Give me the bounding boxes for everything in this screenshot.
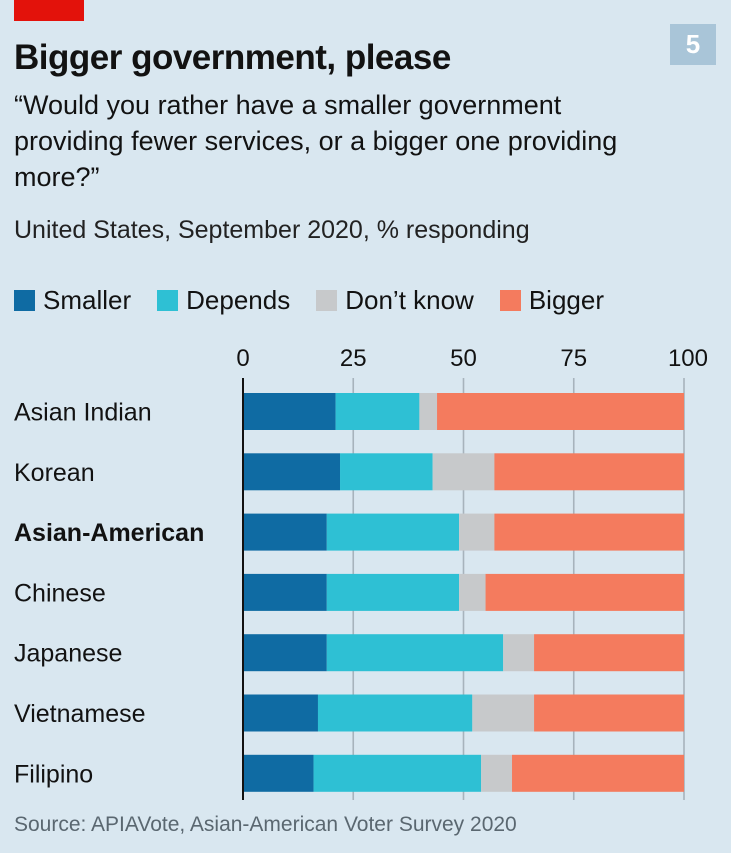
bar-segment-bigger: [485, 573, 684, 611]
legend: Smaller Depends Don’t know Bigger: [14, 285, 604, 316]
category-label: Filipino: [14, 760, 93, 788]
legend-item-bigger: Bigger: [499, 285, 604, 316]
category-label: Asian Indian: [14, 399, 152, 427]
legend-label-bigger: Bigger: [528, 285, 604, 315]
category-label: Japanese: [14, 640, 122, 668]
legend-item-smaller: Smaller: [14, 285, 131, 316]
bar-segment-don-t-know: [481, 754, 513, 792]
legend-label-dont-know: Don’t know: [345, 285, 474, 315]
x-tick-label: 50: [450, 345, 477, 372]
bar-row: [243, 754, 684, 792]
bar-row: [243, 393, 684, 430]
legend-swatch-smaller: [14, 290, 35, 311]
x-tick-label: 0: [236, 345, 249, 372]
chart-subtitle: “Would you rather have a smaller governm…: [14, 90, 618, 192]
bar-segment-don-t-know: [503, 634, 535, 672]
legend-swatch-bigger: [499, 290, 521, 311]
bar-segment-bigger: [437, 393, 684, 430]
bar-segment-don-t-know: [459, 513, 495, 551]
bar-row: [243, 694, 684, 732]
bar-segment-depends: [313, 754, 482, 792]
bar-segment-smaller: [243, 573, 327, 611]
x-tick-label: 25: [340, 345, 367, 372]
bar-segment-don-t-know: [432, 453, 495, 491]
bar-segment-depends: [326, 573, 460, 611]
legend-label-depends: Depends: [186, 285, 291, 315]
legend-swatch-dont-know: [316, 290, 338, 311]
bar-segment-bigger: [534, 634, 684, 672]
bar-segment-smaller: [243, 754, 314, 792]
bar-row: [243, 573, 684, 611]
x-tick-label: 100: [668, 345, 708, 372]
bar-segment-smaller: [243, 513, 327, 551]
legend-item-dont-know: Don’t know: [316, 285, 474, 316]
bar-segment-smaller: [243, 694, 318, 732]
legend-label-smaller: Smaller: [43, 285, 132, 315]
chart-title: Bigger government, please: [14, 38, 451, 77]
legend-item-depends: Depends: [157, 285, 290, 316]
category-labels: Asian Indian Korean Asian-American Chinese J…: [14, 399, 204, 789]
x-axis-ticks: 0 25 50 75 100: [236, 345, 708, 372]
source-note: Source: APIAVote, Asian-American Voter S…: [14, 813, 517, 836]
chart-subtitle-units: United States, September 2020, % respond…: [14, 216, 530, 244]
bars: [243, 393, 684, 792]
bar-segment-smaller: [243, 634, 327, 672]
bar-segment-smaller: [243, 393, 336, 430]
bar-segment-don-t-know: [459, 573, 486, 611]
bar-row: [243, 634, 684, 672]
bar-row: [243, 513, 684, 551]
legend-swatch-depends: [157, 290, 179, 311]
category-label: Vietnamese: [14, 700, 146, 728]
bar-segment-depends: [340, 453, 433, 491]
category-label: Asian-American: [14, 519, 204, 547]
bar-segment-don-t-know: [472, 694, 535, 732]
bar-segment-bigger: [494, 453, 684, 491]
bar-segment-depends: [317, 694, 473, 732]
bar-segment-bigger: [512, 754, 684, 792]
bar-segment-depends: [326, 634, 504, 672]
bar-segment-bigger: [534, 694, 684, 732]
bar-segment-depends: [335, 393, 420, 430]
chart-number-badge: 5: [670, 24, 716, 65]
bar-segment-smaller: [243, 453, 341, 491]
bar-segment-depends: [326, 513, 460, 551]
bar-segment-don-t-know: [419, 393, 438, 430]
category-label: Korean: [14, 459, 95, 487]
brand-red-tag: [14, 0, 84, 21]
x-tick-label: 75: [560, 345, 587, 372]
bar-segment-bigger: [494, 513, 684, 551]
bar-row: [243, 453, 684, 491]
category-label: Chinese: [14, 579, 106, 607]
